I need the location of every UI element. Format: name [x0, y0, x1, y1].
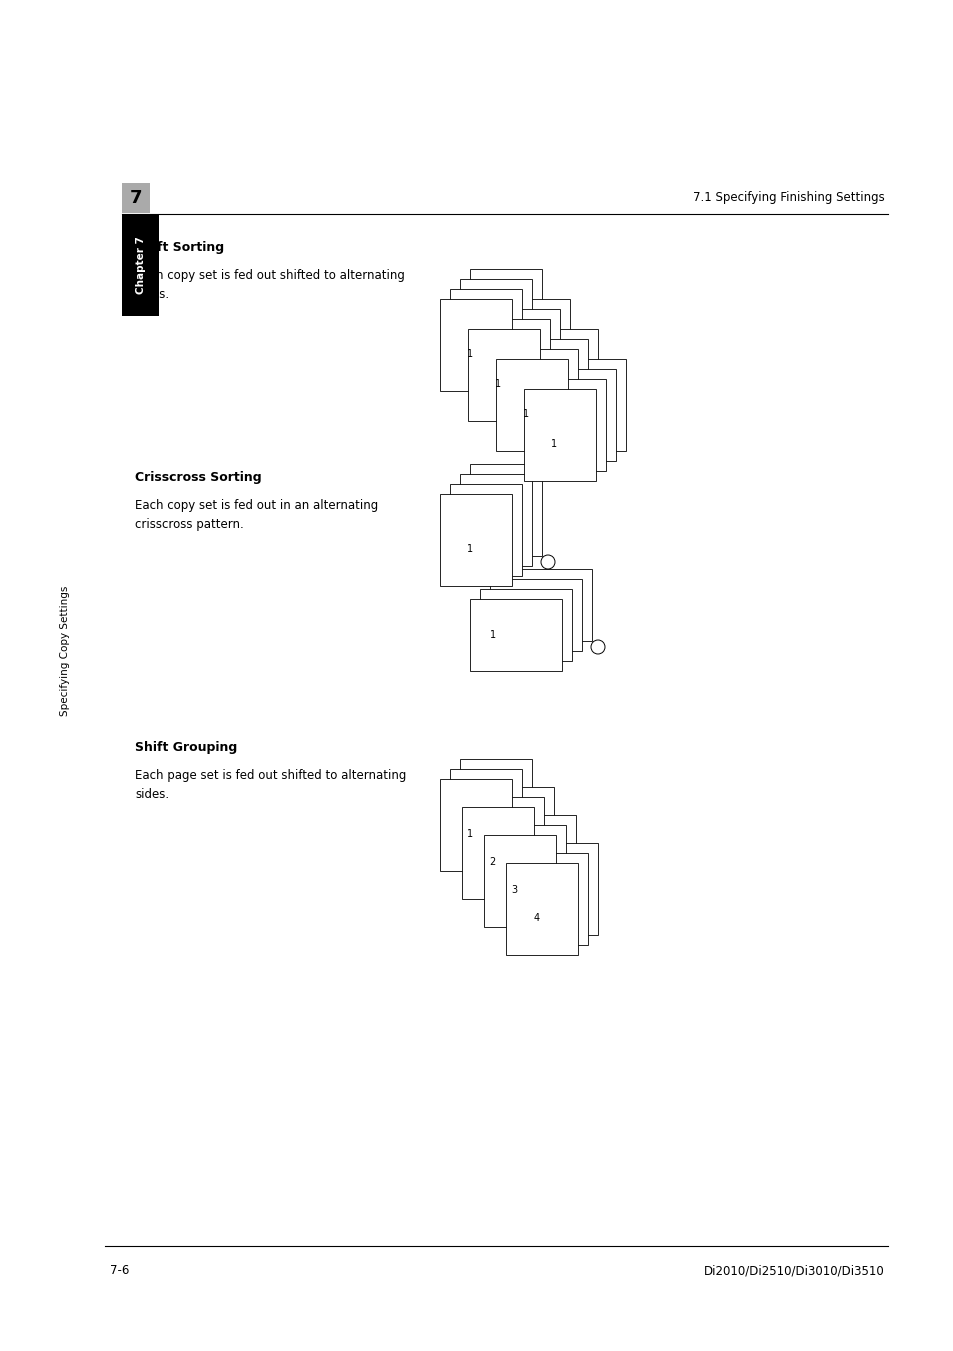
Text: Crisscross Sorting: Crisscross Sorting [135, 471, 261, 484]
Text: 7.1 Specifying Finishing Settings: 7.1 Specifying Finishing Settings [693, 192, 884, 204]
Bar [483, 835, 556, 927]
Text: Each copy set is fed out shifted to alternating
sides.: Each copy set is fed out shifted to alte… [135, 269, 404, 301]
Bar [450, 769, 521, 861]
Bar [122, 215, 159, 316]
Text: 3: 3 [511, 885, 517, 896]
Bar [554, 359, 625, 451]
Bar [496, 359, 567, 451]
Text: 1: 1 [495, 380, 500, 389]
Text: 2: 2 [489, 857, 495, 867]
Text: 4: 4 [533, 913, 538, 923]
Bar [461, 807, 534, 898]
Text: 7: 7 [130, 189, 142, 207]
Text: 7-6: 7-6 [110, 1265, 130, 1277]
Bar [477, 319, 550, 411]
Bar [459, 280, 532, 372]
Bar [525, 843, 598, 935]
Bar [494, 825, 565, 917]
Bar [122, 182, 150, 213]
Bar [488, 309, 559, 401]
Bar [499, 569, 592, 640]
Text: Specifying Copy Settings: Specifying Copy Settings [60, 586, 70, 716]
Bar [450, 289, 521, 381]
Bar [505, 863, 578, 955]
Bar [450, 484, 521, 576]
Text: Each copy set is fed out in an alternating
crisscross pattern.: Each copy set is fed out in an alternati… [135, 499, 377, 531]
Bar [439, 299, 512, 390]
Bar [534, 380, 605, 471]
Bar [481, 788, 554, 880]
Text: Each page set is fed out shifted to alternating
sides.: Each page set is fed out shifted to alte… [135, 769, 406, 801]
Bar [525, 330, 598, 422]
Bar [470, 463, 541, 557]
Bar [472, 797, 543, 889]
Bar [439, 780, 512, 871]
Text: Shift Grouping: Shift Grouping [135, 740, 237, 754]
Bar [497, 299, 569, 390]
Bar [470, 269, 541, 361]
Bar [468, 330, 539, 422]
Text: 1: 1 [467, 349, 473, 359]
Bar [459, 759, 532, 851]
Text: 1: 1 [467, 544, 473, 554]
Bar [470, 598, 561, 671]
Bar [459, 474, 532, 566]
Bar [523, 389, 596, 481]
Bar [543, 369, 616, 461]
Text: Shift Sorting: Shift Sorting [135, 240, 224, 254]
Bar [439, 494, 512, 586]
Bar [503, 815, 576, 907]
Text: Di2010/Di2510/Di3010/Di3510: Di2010/Di2510/Di3010/Di3510 [703, 1265, 884, 1277]
Bar [490, 580, 581, 651]
Text: 1: 1 [551, 439, 557, 449]
Bar [479, 589, 572, 661]
Bar [516, 339, 587, 431]
Text: 1: 1 [467, 830, 473, 839]
Text: Chapter 7: Chapter 7 [135, 236, 146, 295]
Text: 1: 1 [522, 409, 529, 419]
Bar [516, 852, 587, 944]
Bar [505, 349, 578, 440]
Text: 1: 1 [490, 630, 496, 640]
